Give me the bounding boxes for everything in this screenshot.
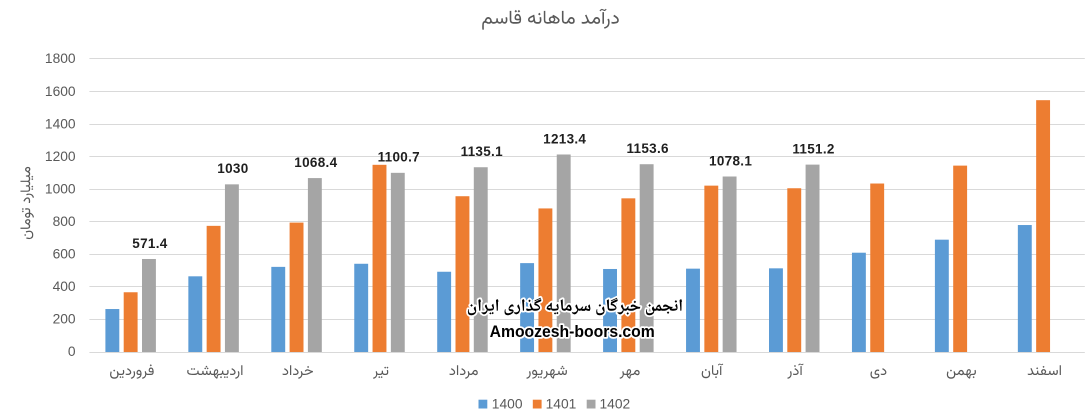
svg-text:1800: 1800 (45, 51, 76, 66)
svg-text:1600: 1600 (45, 84, 76, 99)
svg-text:1151.2: 1151.2 (792, 142, 834, 157)
svg-text:600: 600 (53, 247, 76, 262)
svg-text:1400: 1400 (45, 116, 76, 131)
svg-text:1030: 1030 (217, 161, 248, 176)
svg-text:1402: 1402 (600, 397, 631, 412)
svg-text:1401: 1401 (546, 397, 577, 412)
svg-text:1078.1: 1078.1 (709, 153, 752, 168)
svg-text:1213.4: 1213.4 (543, 131, 586, 146)
svg-text:1135.1: 1135.1 (461, 144, 504, 159)
svg-text:1153.6: 1153.6 (626, 141, 669, 156)
svg-text:Amoozesh-boors.com: Amoozesh-boors.com (490, 322, 655, 341)
svg-text:1068.4: 1068.4 (294, 155, 337, 170)
svg-text:1200: 1200 (45, 149, 76, 164)
svg-text:1000: 1000 (45, 181, 76, 196)
svg-text:571.4: 571.4 (132, 236, 167, 251)
svg-text:1400: 1400 (492, 397, 523, 412)
svg-text:0: 0 (68, 344, 76, 359)
svg-text:1100.7: 1100.7 (378, 150, 420, 165)
svg-text:800: 800 (53, 214, 76, 229)
svg-text:200: 200 (53, 312, 76, 327)
svg-text:400: 400 (53, 279, 76, 294)
